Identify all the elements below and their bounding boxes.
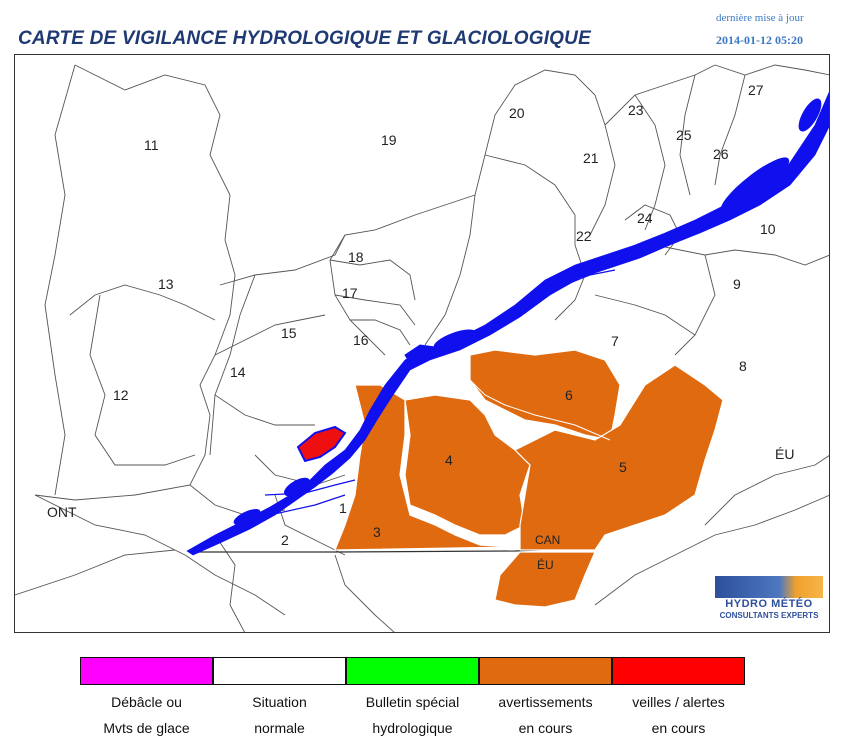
zone-label-7: 7 [611, 333, 619, 349]
zone-label-8: 8 [739, 358, 747, 374]
zone-label-4: 4 [445, 452, 453, 468]
zone-5-us[interactable] [494, 551, 596, 608]
legend-item-normal: Situation normale [213, 657, 346, 747]
logo-subtitle: CONSULTANTS EXPERTS [719, 611, 819, 620]
last-update-label: dernière mise à jour [716, 12, 804, 24]
zone-label-3: 3 [373, 524, 381, 540]
zone-5[interactable] [513, 364, 724, 551]
zone-label-1: 1 [339, 500, 347, 516]
zone-label-17: 17 [342, 285, 358, 301]
zone-label-24: 24 [637, 210, 653, 226]
legend-item-warnings: avertissements en cours [479, 657, 612, 747]
legend-swatch-ice [80, 657, 213, 685]
legend: Débâcle ou Mvts de glace Situation normale… [80, 657, 745, 747]
legend-item-ice: Débâcle ou Mvts de glace [80, 657, 213, 747]
zone-label-16: 16 [353, 332, 369, 348]
zone-6[interactable] [469, 349, 621, 441]
zone-label-13: 13 [158, 276, 174, 292]
logo-graphic [715, 576, 823, 598]
zone-label-14: 14 [230, 364, 246, 380]
zone-label-5: 5 [619, 459, 627, 475]
zone-label-12: 12 [113, 387, 129, 403]
legend-label-normal: Situation normale [252, 694, 307, 736]
legend-swatch-warnings [479, 657, 612, 685]
legend-item-alerts: veilles / alertes en cours [612, 657, 745, 747]
zone-label-23: 23 [628, 102, 644, 118]
logo-name: HYDRO MÉTÉO [725, 598, 813, 610]
zone-label-18: 18 [348, 249, 364, 265]
zone-label-6: 6 [565, 387, 573, 403]
alert-zone[interactable] [296, 425, 347, 463]
legend-label-bulletin: Bulletin spécial hydrologique [365, 694, 460, 736]
warning-zones [334, 349, 724, 608]
zone-label-27: 27 [748, 82, 764, 98]
zone-label-11: 11 [144, 137, 159, 153]
region-label-eu-east: ÉU [775, 446, 794, 462]
zone-label-9: 9 [733, 276, 741, 292]
zone-3[interactable] [334, 384, 516, 551]
zone-label-19: 19 [381, 132, 397, 148]
legend-swatch-bulletin [346, 657, 479, 685]
border-label-can: CAN [535, 533, 560, 547]
zone-label-26: 26 [713, 146, 729, 162]
zone-label-20: 20 [509, 105, 525, 121]
legend-label-alerts: veilles / alertes en cours [632, 694, 725, 736]
hydro-meteo-logo: HYDRO MÉTÉO CONSULTANTS EXPERTS [715, 576, 823, 624]
st-lawrence-river [186, 91, 829, 556]
legend-item-bulletin: Bulletin spécial hydrologique [346, 657, 479, 747]
legend-swatch-alerts [612, 657, 745, 685]
zone-label-21: 21 [583, 150, 599, 166]
vigilance-map[interactable]: 1 2 3 4 5 6 7 8 9 10 11 12 13 14 15 16 17 18 19 20 21 22 23 24 2… [14, 54, 830, 633]
legend-swatch-normal [213, 657, 346, 685]
page-title: CARTE DE VIGILANCE HYDROLOGIQUE ET GLACI… [18, 28, 591, 49]
zone-label-15: 15 [281, 325, 297, 341]
border-label-eu: ÉU [537, 557, 554, 572]
legend-label-warnings: avertissements en cours [498, 694, 593, 736]
last-update-time: 2014-01-12 05:20 [716, 33, 803, 47]
basin-boundaries [15, 64, 829, 632]
legend-label-ice: Débâcle ou Mvts de glace [103, 694, 190, 736]
region-label-ont: ONT [47, 504, 77, 520]
zone-4[interactable] [404, 394, 531, 536]
zone-label-22: 22 [576, 228, 592, 244]
zone-label-10: 10 [760, 221, 776, 237]
zone-label-25: 25 [676, 127, 692, 143]
zone-label-2: 2 [281, 532, 289, 548]
